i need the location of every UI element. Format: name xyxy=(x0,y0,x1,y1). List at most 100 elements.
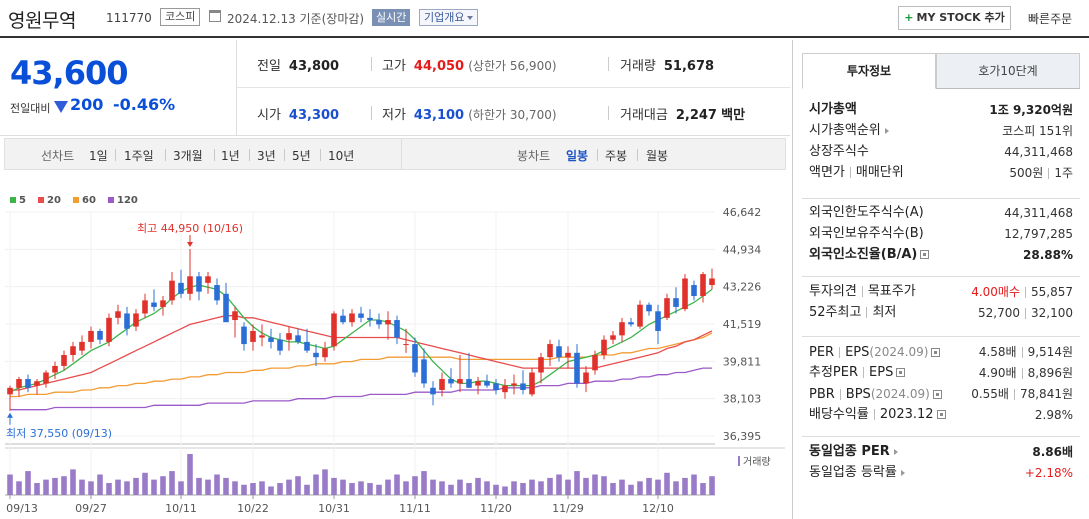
period-5y[interactable]: 5년 xyxy=(292,149,311,163)
company-info-label: 기업개요 xyxy=(424,11,465,24)
row-market-cap-rank[interactable]: 시가총액순위 코스피 151위 xyxy=(809,121,1073,141)
candle-body xyxy=(124,313,130,329)
row-pbr-bps[interactable]: PBR BPS(2024.09) 0.55배 78,841원 xyxy=(809,384,1073,404)
volume-bar xyxy=(376,484,382,495)
week52-low-value: 32,100 xyxy=(1031,306,1073,320)
help-icon[interactable] xyxy=(896,368,906,377)
help-icon[interactable] xyxy=(931,348,941,357)
trade-unit-value: 1주 xyxy=(1054,166,1073,180)
target-value: 55,857 xyxy=(1031,285,1073,299)
min-annotation: 최저 37,550 (09/13) xyxy=(6,427,112,440)
candle-body xyxy=(151,302,157,307)
row-est-per[interactable]: 추정PER EPS 4.90배 8,896원 xyxy=(809,363,1073,383)
candle-daily[interactable]: 일봉 xyxy=(566,149,589,163)
help-icon[interactable] xyxy=(920,250,930,259)
volume-bar xyxy=(610,483,616,495)
week52-high-value: 52,700 xyxy=(978,306,1020,320)
row-dividend[interactable]: 배당수익률 2023.12 2.98% xyxy=(809,405,1073,425)
eps-label: EPS xyxy=(845,345,870,360)
volume-bar xyxy=(637,481,643,495)
base-date: 2024.12.13 기준(장마감) xyxy=(227,12,365,26)
quick-order-link[interactable]: 빠른주문 xyxy=(1028,12,1073,26)
row-sector-change[interactable]: 동일업종 등락률 +2.18% xyxy=(809,463,1073,483)
y-tick-label: 38,103 xyxy=(723,393,762,406)
amount-value: 2,247 xyxy=(675,108,717,123)
candle-body xyxy=(493,383,499,390)
trade-unit-label: 매매단위 xyxy=(855,165,904,180)
volume-bar xyxy=(79,479,85,495)
divider xyxy=(401,139,402,169)
period-toolbar: 선차트 1일 1주일 3개월 1년 3년 5년 10년 봉차트 일봉 주봉 월봉 xyxy=(4,138,786,170)
per-eps-key: PER EPS(2024.09) xyxy=(809,342,941,363)
legend-swatch xyxy=(10,197,16,203)
help-icon[interactable] xyxy=(936,410,946,419)
volume-bar xyxy=(565,479,571,495)
volume-label: 거래량 xyxy=(743,456,771,468)
volume-bar xyxy=(709,476,715,495)
shares-label: 상장주식수 xyxy=(809,144,869,159)
prev-close-cell: 전일 43,800 xyxy=(257,55,339,74)
period-10y[interactable]: 10년 xyxy=(328,149,355,163)
row-per-eps[interactable]: PER EPS(2024.09) 4.58배 9,514원 xyxy=(809,342,1073,362)
high-label: 고가 xyxy=(382,59,406,74)
volume-bar xyxy=(70,469,76,495)
period-1w[interactable]: 1주일 xyxy=(124,149,154,163)
realtime-button[interactable]: 실시간 xyxy=(372,9,411,26)
volume-bar xyxy=(475,477,481,495)
volume-bar xyxy=(412,476,418,495)
volume-bar xyxy=(367,483,373,495)
est-per-key: 추정PER EPS xyxy=(809,363,906,383)
period-3y[interactable]: 3년 xyxy=(257,149,276,163)
divider xyxy=(284,149,285,161)
est-eps-label: EPS xyxy=(869,365,894,380)
candle-monthly[interactable]: 월봉 xyxy=(646,149,669,163)
period-1d[interactable]: 1일 xyxy=(89,149,108,163)
stock-header: 영원무역 111770 코스피 2024.12.13 기준(장마감) 실시간 기… xyxy=(0,0,1089,38)
tab-invest-info[interactable]: 투자정보 xyxy=(802,53,936,89)
divider xyxy=(1021,347,1023,358)
candle-body xyxy=(664,298,670,318)
help-icon[interactable] xyxy=(932,390,942,399)
my-stock-add-button[interactable]: + MY STOCK 추가 xyxy=(898,6,1011,30)
week52-low-label: 최저 xyxy=(872,305,897,320)
volume-bar xyxy=(241,484,247,495)
volume-bar xyxy=(556,474,562,495)
candle-body xyxy=(88,330,94,342)
row-foreign-ratio[interactable]: 외국인소진율(B/A) 28.88% xyxy=(809,245,1073,265)
candle-body xyxy=(52,365,58,373)
foreign-limit-value: 44,311,468 xyxy=(1004,206,1073,220)
company-info-dropdown[interactable]: 기업개요 xyxy=(419,9,479,26)
divider xyxy=(236,40,237,136)
candle-body xyxy=(97,330,103,340)
x-tick-label: 10/22 xyxy=(237,502,269,515)
period-3m[interactable]: 3개월 xyxy=(173,149,203,163)
candlestick-chart: 46,642 44,934 43,226 41,519 39,811 38,103 36,3… xyxy=(5,195,785,515)
volume-bar xyxy=(196,477,202,495)
divider xyxy=(249,149,250,161)
stock-chart[interactable]: 46,642 44,934 43,226 41,519 39,811 38,103 36,3… xyxy=(0,190,790,519)
week52-high-label: 52주최고 xyxy=(809,305,862,320)
group-valuation: PER EPS(2024.09) 4.58배 9,514원 추정PER EPS 4.90배… xyxy=(802,336,1080,432)
candle-weekly[interactable]: 주봉 xyxy=(605,149,628,163)
volume-bar xyxy=(232,481,238,495)
dividend-label: 배당수익률 xyxy=(809,407,869,422)
ma5-line xyxy=(9,284,713,393)
period-1y[interactable]: 1년 xyxy=(221,149,240,163)
volume-bar xyxy=(493,484,499,495)
tab-hoga-10[interactable]: 호가10단계 xyxy=(936,53,1080,89)
divider xyxy=(1025,287,1026,298)
volume-bar xyxy=(178,481,184,495)
volume-bar xyxy=(682,477,688,495)
row-sector-per[interactable]: 동일업종 PER 8.86배 xyxy=(809,442,1073,462)
volume-bar xyxy=(160,476,166,495)
info-tabs: 투자정보 호가10단계 xyxy=(802,53,1080,89)
row-52week: 52주최고 최저 52,700 32,100 xyxy=(809,303,1073,323)
candle-body xyxy=(511,383,517,386)
divider xyxy=(320,149,321,161)
divider xyxy=(866,307,868,318)
volume-bar xyxy=(169,471,175,495)
sector-per-label: 동일업종 PER xyxy=(809,444,890,459)
volume-bar xyxy=(34,483,40,495)
candle-body xyxy=(592,355,598,371)
volume-legend-swatch xyxy=(738,456,740,466)
